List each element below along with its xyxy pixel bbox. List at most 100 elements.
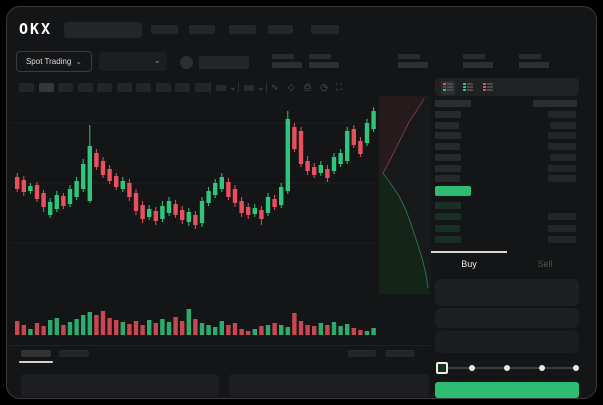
icon-dot — [443, 86, 446, 88]
last-price-badge[interactable] — [435, 186, 471, 196]
sell-tab[interactable]: Sell — [537, 259, 553, 269]
footer-right-placeholder[interactable] — [385, 350, 415, 357]
search-input[interactable] — [64, 22, 142, 38]
orderbook-header-right — [533, 100, 577, 107]
toolbar-divider — [210, 82, 211, 93]
orderbook-view-bids-icon[interactable] — [461, 81, 475, 95]
bid-size-bar — [548, 235, 576, 243]
market-stat-1 — [272, 54, 312, 68]
price-input[interactable] — [435, 279, 579, 306]
draw-tool-icon[interactable]: ◇ — [288, 82, 295, 92]
chart-footer-tab-active[interactable] — [21, 350, 51, 357]
timeframe-button-4[interactable] — [77, 83, 93, 92]
slider-step-dot[interactable] — [573, 365, 579, 371]
timeframe-button-3[interactable] — [58, 83, 73, 92]
ask-size-bar — [548, 111, 576, 118]
depth-chart — [379, 96, 431, 294]
nav-item-placeholder-3[interactable] — [229, 25, 256, 34]
nav-item-placeholder-1[interactable] — [151, 25, 178, 34]
nav-item-placeholder-4[interactable] — [268, 25, 293, 34]
icon-row — [443, 83, 453, 85]
slider-step-dot[interactable] — [539, 365, 545, 371]
timeframe-button-9[interactable] — [175, 83, 190, 92]
timeframe-button-7[interactable] — [136, 83, 151, 92]
icon-bar — [447, 83, 453, 85]
icon-row — [463, 86, 473, 88]
toolbar-divider — [238, 82, 239, 93]
market-stat-2 — [309, 54, 349, 68]
place-order-button[interactable] — [435, 382, 579, 398]
app-window: OKX Spot Trading ⌄ ⌄ Buy Sell — [6, 6, 597, 399]
divider — [7, 345, 431, 346]
icon-bar — [467, 89, 473, 91]
bid-size-bar — [548, 224, 576, 232]
footer-right-placeholder[interactable] — [348, 350, 376, 357]
market-stat-5 — [519, 54, 559, 68]
pair-name-placeholder[interactable] — [199, 56, 249, 69]
buy-tab[interactable]: Buy — [461, 259, 477, 269]
orderbook-header-left — [435, 100, 471, 107]
bottom-panel-right — [229, 374, 429, 397]
icon-dot — [463, 86, 466, 88]
pair-coin-icon — [180, 56, 193, 69]
timeframe-button-10[interactable] — [194, 83, 210, 92]
icon-dot — [483, 83, 486, 85]
ask-size-bar — [548, 175, 576, 183]
amount-input[interactable] — [435, 308, 579, 328]
chevron-down-icon: ⌄ — [153, 55, 161, 65]
line-type-icon[interactable]: ∿ — [271, 82, 279, 92]
stat-label-placeholder — [309, 54, 331, 59]
camera-icon[interactable]: ⎙ — [304, 82, 312, 92]
slider-step-dot[interactable] — [469, 365, 475, 371]
active-tab-underline — [19, 361, 53, 363]
stat-value-placeholder — [519, 62, 549, 68]
fullscreen-icon[interactable]: ⛶ — [336, 82, 343, 92]
timeframe-button-5[interactable] — [97, 83, 112, 92]
icon-dot — [483, 89, 486, 91]
icon-dot — [443, 89, 446, 91]
slider-handle[interactable] — [436, 362, 448, 374]
chart-footer-tab[interactable] — [59, 350, 89, 357]
buy-tab-indicator — [431, 251, 507, 253]
candlestick-chart[interactable] — [11, 95, 383, 301]
ask-size-bar — [548, 143, 576, 151]
compare-placeholder — [244, 85, 254, 91]
bid-price-bar — [435, 224, 460, 232]
timeframe-button-2[interactable] — [38, 83, 54, 92]
ask-price-bar — [435, 111, 461, 118]
spot-trading-dropdown[interactable]: Spot Trading ⌄ — [16, 51, 92, 72]
orderbook-view-asks-icon[interactable] — [481, 81, 495, 95]
icon-row — [463, 83, 473, 85]
spot-trading-label: Spot Trading — [25, 57, 72, 66]
nav-item-placeholder-2[interactable] — [189, 25, 215, 34]
icon-dot — [463, 89, 466, 91]
settings-clock-icon[interactable]: ◷ — [320, 82, 328, 92]
icon-bar — [467, 83, 473, 85]
ask-size-bar — [550, 121, 576, 129]
chevron-down-icon: ⌄ — [75, 57, 83, 66]
compare-dropdown-icon[interactable]: ⌄ — [257, 82, 265, 92]
bid-size-bar — [548, 213, 576, 221]
icon-bar — [487, 89, 493, 91]
slider-step-dot[interactable] — [504, 365, 510, 371]
total-field — [435, 331, 579, 353]
ask-price-bar — [435, 132, 461, 140]
orderbook-view-all-icon[interactable] — [441, 81, 455, 95]
timeframe-button-8[interactable] — [155, 83, 171, 92]
okx-logo[interactable]: OKX — [19, 20, 53, 38]
ask-price-bar — [435, 121, 459, 129]
stat-value-placeholder — [309, 62, 339, 68]
ask-size-bar — [548, 164, 576, 172]
volume-bars — [15, 309, 376, 335]
timeframe-button-6[interactable] — [116, 83, 132, 92]
ask-price-bar — [435, 143, 460, 151]
indicator-dropdown-icon[interactable]: ⌄ — [229, 82, 237, 92]
stat-label-placeholder — [463, 54, 485, 59]
nav-item-placeholder-5[interactable] — [311, 25, 339, 34]
timeframe-button-1[interactable] — [19, 83, 34, 92]
ask-price-bar — [435, 164, 461, 172]
pair-selector-dropdown[interactable]: ⌄ — [99, 52, 167, 71]
icon-row — [483, 89, 493, 91]
bid-price-bar — [435, 213, 461, 221]
amount-slider[interactable] — [435, 361, 579, 375]
